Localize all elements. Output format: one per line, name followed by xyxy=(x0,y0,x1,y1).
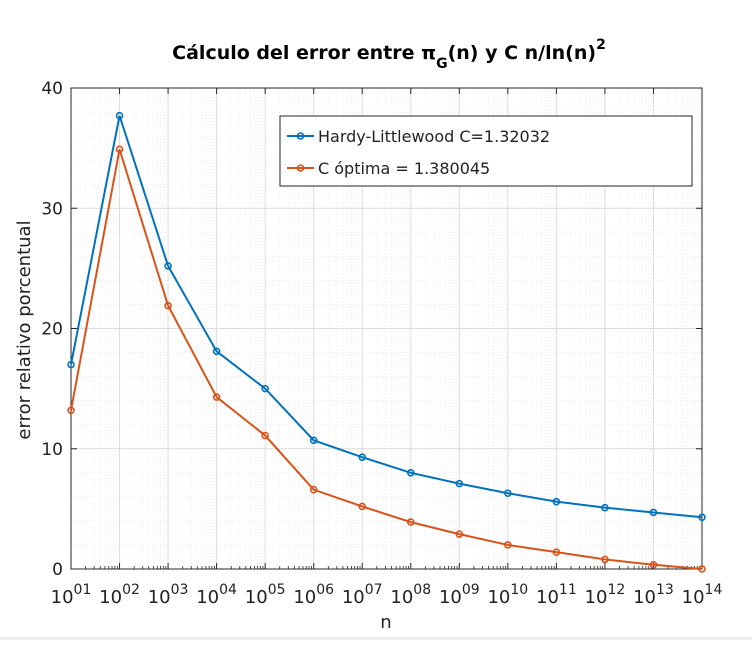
series-0-point xyxy=(164,262,172,270)
series-0-point xyxy=(455,479,464,488)
y-tick-label: 20 xyxy=(41,320,63,340)
x-tick-label: 1009 xyxy=(439,582,480,608)
x-tick-label: 1005 xyxy=(245,582,286,608)
series-1-point xyxy=(504,541,512,549)
series-1-point xyxy=(115,145,124,154)
y-tick-label: 10 xyxy=(41,440,63,460)
chart-title-rest: (n) y C n/ln(n) xyxy=(448,42,596,64)
series-0-point xyxy=(601,503,609,512)
legend-marker-0 xyxy=(296,132,305,140)
series-0-point xyxy=(649,508,658,517)
series-1-point xyxy=(212,393,221,401)
x-tick-label: 1002 xyxy=(99,582,140,608)
series-1-point xyxy=(164,301,172,310)
chart-title-superscript: 2 xyxy=(596,37,606,53)
x-tick-label: 1012 xyxy=(585,582,626,608)
x-tick-label: 1004 xyxy=(196,582,237,608)
x-tick-label: 1011 xyxy=(536,582,577,608)
series-1-point xyxy=(309,485,318,494)
series-1-point xyxy=(601,555,609,564)
x-tick-label: 1010 xyxy=(487,582,528,608)
series-0-point xyxy=(261,384,269,393)
series-line-0 xyxy=(70,115,703,519)
legend-box xyxy=(279,115,693,187)
series-1-point xyxy=(649,560,658,569)
series-0-point xyxy=(698,513,706,522)
y-tick-label: 40 xyxy=(41,79,63,99)
chart-title: Cálculo del error entre πG(n) y C n/ln(n… xyxy=(172,37,606,72)
series-1-point xyxy=(67,406,75,415)
x-tick-labels: 1001 1002 1003 1004 1005 1006 1007 1008 1009 1010… xyxy=(51,582,723,608)
chart-title-main: Cálculo del error entre π xyxy=(172,42,436,64)
series-0-point xyxy=(552,497,561,506)
series-0-point xyxy=(115,111,124,120)
x-tick-label: 1001 xyxy=(51,582,92,608)
x-axis-label: n xyxy=(380,612,391,633)
legend: Hardy-Littlewood C=1.32032 C óptima = 1.3… xyxy=(279,115,693,187)
series-0-point xyxy=(504,489,512,498)
bottom-separator xyxy=(0,637,752,640)
legend-label-1: C óptima = 1.380045 xyxy=(318,159,490,178)
series-1-point xyxy=(698,565,706,573)
y-tick-label: 0 xyxy=(52,560,63,580)
chart-title-subscript: G xyxy=(436,56,448,72)
series-1-point xyxy=(455,530,464,538)
legend-marker-1 xyxy=(296,164,305,172)
x-tick-label: 1008 xyxy=(390,582,431,608)
x-tick-label: 1013 xyxy=(633,582,674,608)
series-0-point xyxy=(212,347,221,356)
y-axis-label: error relativo porcentual xyxy=(14,220,35,439)
series-0-point xyxy=(309,436,318,445)
series-1-point xyxy=(406,518,415,526)
series-0-point xyxy=(358,453,367,461)
x-tick-label: 1003 xyxy=(148,582,189,608)
legend-entries: Hardy-Littlewood C=1.32032 C óptima = 1.3… xyxy=(287,127,550,178)
series-line-1 xyxy=(70,149,703,570)
series-1-point xyxy=(358,502,367,511)
series-0-point xyxy=(67,360,75,369)
series-1-point xyxy=(552,548,561,556)
series-1-point xyxy=(261,431,269,440)
series-0-point xyxy=(406,468,415,477)
series-layer xyxy=(67,111,706,573)
x-tick-label: 1006 xyxy=(293,582,334,608)
y-tick-label: 30 xyxy=(41,199,63,219)
x-tick-label: 1014 xyxy=(682,582,723,608)
y-tick-labels: 0 10 20 30 40 xyxy=(41,79,63,580)
x-tick-label: 1007 xyxy=(342,582,383,608)
legend-label-0: Hardy-Littlewood C=1.32032 xyxy=(318,127,550,146)
